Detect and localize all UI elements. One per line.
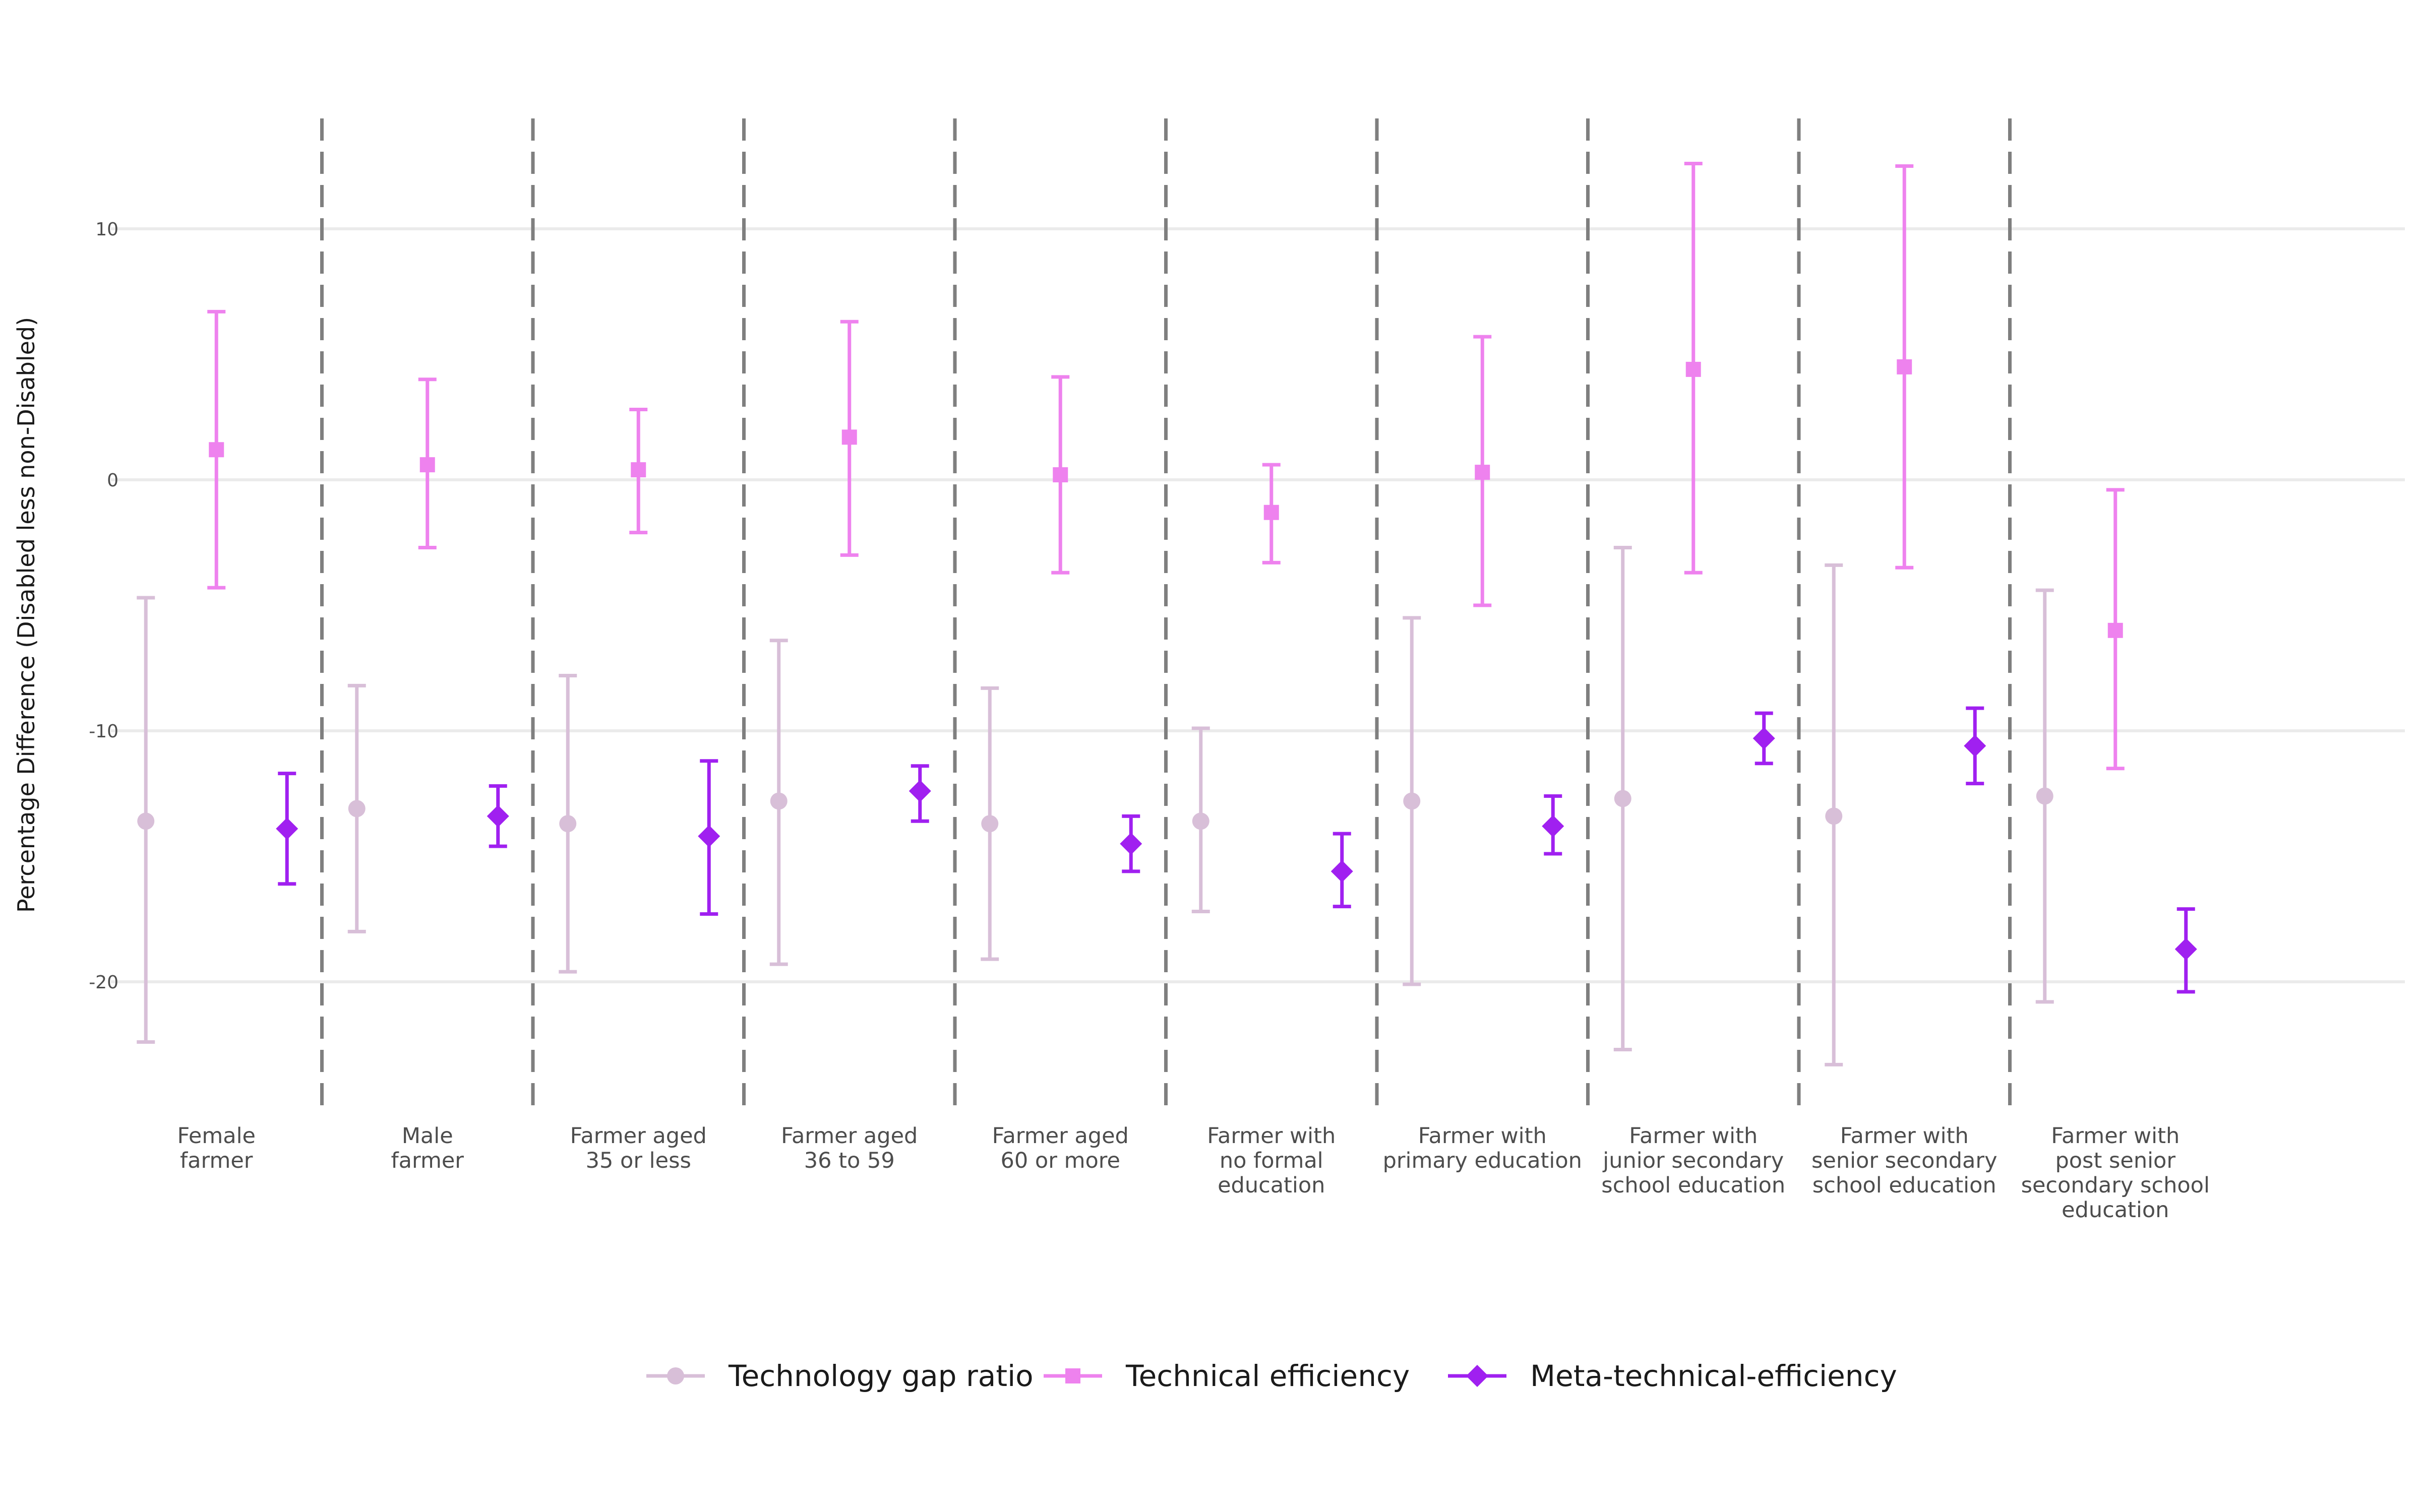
y-tick-label: 0 [107,470,118,491]
data-point [1403,792,1421,810]
category-label: Farmer aged 36 to 59 [781,1123,918,1173]
category-label: Male farmer [391,1123,464,1173]
legend-entry: Meta-technical-efficiency [1448,1359,1897,1393]
category-label: Female farmer [177,1123,256,1173]
data-point [1897,359,1912,374]
data-point [1263,505,1279,520]
category-label: Farmer with no formal education [1207,1123,1336,1198]
data-point [1475,465,1490,480]
legend: Technology gap ratio Technical efficiency… [646,1359,1897,1393]
y-axis-title: Percentage Difference (Disabled less non… [13,317,40,913]
category-label: Farmer with senior secondary school educat… [1811,1123,1998,1198]
legend-label: Meta-technical-efficiency [1530,1359,1897,1393]
category-labels: Female farmer Male farmer Farmer aged 35 or l… [177,1123,2210,1223]
data-point [1752,727,1775,749]
data-point [1192,812,1209,830]
y-tick-label: -20 [89,972,118,993]
data-point [1614,790,1631,807]
data-point [1685,361,1701,377]
category-label: Farmer with primary education [1383,1123,1582,1173]
data-point [698,825,720,848]
data-point [2036,787,2053,805]
data-point [2107,622,2123,638]
data-point [137,812,155,830]
data-point [770,792,788,810]
y-tick-label: 10 [95,219,118,240]
data-point [1053,467,1068,483]
series-meta-technical-efficiency [276,706,2197,994]
data-point [909,780,931,802]
y-tick-label: -10 [89,721,118,742]
data-point [631,462,646,478]
legend-key-marker [1466,1365,1488,1387]
data-point [276,817,298,840]
data-point [2174,938,2197,961]
legend-label: Technology gap ratio [728,1359,1034,1393]
data-point [559,815,577,833]
legend-entry: Technical efficiency [1044,1359,1410,1393]
legend-key-marker [1065,1368,1080,1383]
data-point [487,805,509,828]
data-point [348,800,366,817]
data-point [1120,833,1142,855]
data-point [1542,815,1564,838]
data-point [1825,807,1843,825]
data-point [981,815,999,833]
data-point [209,442,224,458]
data-point [841,429,857,445]
legend-label: Technical efficiency [1125,1359,1410,1393]
category-label: Farmer aged 60 or more [992,1123,1129,1173]
data-point [419,457,435,473]
series-technology-gap-ratio [137,545,2054,1066]
category-label: Farmer aged 35 or less [570,1123,707,1173]
category-label: Farmer with post senior secondary school ed… [2021,1123,2210,1223]
y-tick-labels: 10 0 -10 -20 [89,219,118,993]
legend-key-marker [667,1367,684,1384]
data-point [1330,860,1353,883]
data-point [1964,734,1986,757]
category-label: Farmer with junior secondary school educat… [1601,1123,1785,1198]
data-series [137,162,2197,1066]
grid-lines [111,227,2405,983]
series-technical-efficiency [207,162,2125,771]
legend-entry: Technology gap ratio [646,1359,1034,1393]
